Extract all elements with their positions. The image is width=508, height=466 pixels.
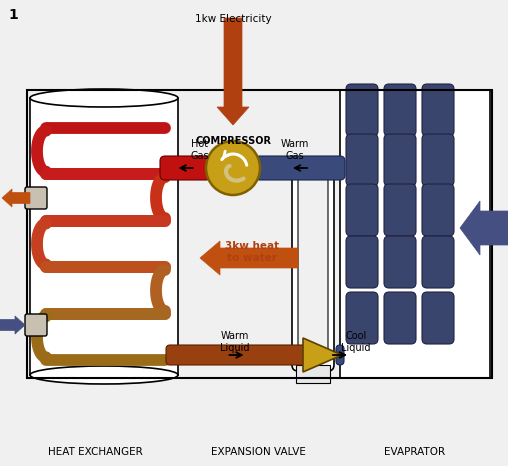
Text: 1: 1 xyxy=(8,8,18,22)
Bar xyxy=(30,98,178,375)
FancyArrow shape xyxy=(200,241,298,275)
FancyBboxPatch shape xyxy=(25,187,47,209)
FancyBboxPatch shape xyxy=(298,168,328,362)
FancyBboxPatch shape xyxy=(384,134,416,186)
FancyBboxPatch shape xyxy=(25,314,47,336)
Text: Warm
Liquid: Warm Liquid xyxy=(220,331,250,353)
FancyBboxPatch shape xyxy=(422,184,454,236)
FancyArrow shape xyxy=(0,316,25,334)
FancyBboxPatch shape xyxy=(346,84,378,136)
Text: Cool
Liquid: Cool Liquid xyxy=(341,331,371,353)
FancyBboxPatch shape xyxy=(422,236,454,288)
Text: EVAPRATOR: EVAPRATOR xyxy=(385,447,446,457)
FancyBboxPatch shape xyxy=(346,292,378,344)
FancyBboxPatch shape xyxy=(346,184,378,236)
FancyBboxPatch shape xyxy=(422,134,454,186)
Ellipse shape xyxy=(30,366,178,384)
FancyBboxPatch shape xyxy=(255,156,345,180)
Text: Hot
Gas: Hot Gas xyxy=(190,139,209,161)
FancyArrow shape xyxy=(2,189,30,207)
FancyBboxPatch shape xyxy=(422,84,454,136)
FancyBboxPatch shape xyxy=(166,345,307,365)
FancyBboxPatch shape xyxy=(384,84,416,136)
Bar xyxy=(340,90,490,378)
FancyBboxPatch shape xyxy=(160,156,211,180)
FancyBboxPatch shape xyxy=(384,236,416,288)
Text: Warm
Gas: Warm Gas xyxy=(281,139,309,161)
Text: COMPRESSOR: COMPRESSOR xyxy=(195,136,271,146)
FancyArrow shape xyxy=(217,18,249,125)
Circle shape xyxy=(206,141,260,195)
Text: EXPANSION VALVE: EXPANSION VALVE xyxy=(210,447,305,457)
FancyArrow shape xyxy=(460,201,508,255)
Polygon shape xyxy=(303,338,342,372)
FancyBboxPatch shape xyxy=(422,292,454,344)
FancyBboxPatch shape xyxy=(346,236,378,288)
Text: 3kw heat
to water: 3kw heat to water xyxy=(225,241,279,263)
Text: 1kw Electricity: 1kw Electricity xyxy=(195,14,271,24)
Bar xyxy=(27,90,492,378)
FancyBboxPatch shape xyxy=(346,134,378,186)
FancyBboxPatch shape xyxy=(336,345,344,365)
FancyBboxPatch shape xyxy=(384,292,416,344)
FancyBboxPatch shape xyxy=(384,184,416,236)
Text: HEAT EXCHANGER: HEAT EXCHANGER xyxy=(48,447,142,457)
FancyBboxPatch shape xyxy=(292,159,334,371)
Ellipse shape xyxy=(30,89,178,107)
Bar xyxy=(296,365,330,383)
